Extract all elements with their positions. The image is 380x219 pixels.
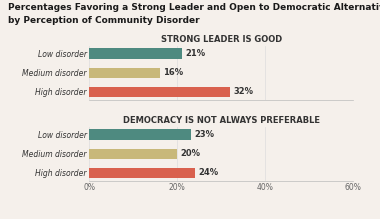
Text: 16%: 16% [163,68,184,77]
Text: 21%: 21% [185,49,205,58]
Text: Percentages Favoring a Strong Leader and Open to Democratic Alternatives: Percentages Favoring a Strong Leader and… [8,3,380,12]
Title: STRONG LEADER IS GOOD: STRONG LEADER IS GOOD [161,35,282,44]
Bar [89,168,195,178]
Text: by Perception of Community Disorder: by Perception of Community Disorder [8,16,199,25]
Bar [89,129,190,140]
Bar [89,67,160,78]
Text: 24%: 24% [198,168,218,177]
Bar [89,48,182,59]
Text: 32%: 32% [234,87,254,96]
Title: DEMOCRACY IS NOT ALWAYS PREFERABLE: DEMOCRACY IS NOT ALWAYS PREFERABLE [123,116,320,125]
Bar [89,148,177,159]
Bar [89,87,230,97]
Text: 23%: 23% [194,130,214,139]
Text: 20%: 20% [181,149,201,158]
